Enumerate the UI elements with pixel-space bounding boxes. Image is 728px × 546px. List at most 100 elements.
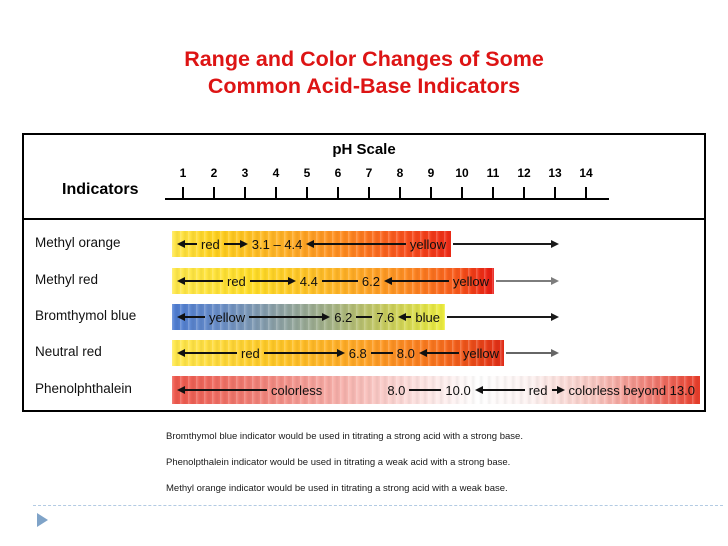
ph-tick-label: 9 bbox=[427, 166, 435, 180]
note-line: Phenolpthalein indicator would be used i… bbox=[166, 457, 511, 468]
bar-range-text: yellow bbox=[209, 309, 246, 325]
arrow-left-icon bbox=[177, 277, 223, 285]
bar-range-text: colorless beyond 13.0 bbox=[568, 382, 695, 398]
indicator-label: Methyl orange bbox=[35, 235, 121, 250]
arrow-left-icon bbox=[418, 349, 459, 357]
arrow-left-icon bbox=[177, 313, 205, 321]
arrow-line bbox=[370, 352, 393, 354]
ph-tick-mark bbox=[430, 187, 432, 199]
indicator-label: Bromthymol blue bbox=[35, 308, 137, 323]
arrow-left-icon bbox=[306, 240, 406, 248]
ph-tick-mark bbox=[492, 187, 494, 199]
ph-tick-mark bbox=[337, 187, 339, 199]
arrowhead-left-icon bbox=[306, 240, 315, 248]
arrowhead-right-icon bbox=[551, 277, 559, 285]
ph-tick-label: 6 bbox=[334, 166, 342, 180]
bar-range-text: colorless bbox=[271, 382, 323, 398]
note-line: Methyl orange indicator would be used in… bbox=[166, 483, 508, 494]
ph-tick-mark bbox=[399, 187, 401, 199]
arrow-line bbox=[223, 243, 240, 245]
arrowhead-left-icon bbox=[177, 277, 185, 285]
ph-tick-label: 7 bbox=[365, 166, 373, 180]
bar-range-text: yellow bbox=[462, 345, 499, 361]
arrowhead-right-icon bbox=[551, 313, 559, 321]
bar-range-text: 6.2 bbox=[334, 309, 353, 325]
arrow-line bbox=[406, 316, 412, 318]
arrowhead-right-icon bbox=[551, 240, 559, 248]
arrow-left-icon bbox=[474, 386, 525, 394]
arrow-left-icon bbox=[383, 277, 449, 285]
bar-range-text: yellow bbox=[452, 273, 489, 289]
arrow-line bbox=[391, 280, 449, 282]
ph-scale-line bbox=[165, 198, 609, 200]
indicator-label: Neutral red bbox=[35, 344, 102, 359]
range-line bbox=[409, 389, 442, 391]
arrow-left-icon bbox=[398, 313, 412, 321]
ph-tick-mark bbox=[244, 187, 246, 199]
arrow-left-icon bbox=[177, 386, 267, 394]
arrow-line bbox=[551, 389, 557, 391]
arrow-line bbox=[409, 389, 442, 391]
arrowhead-right-icon bbox=[239, 240, 248, 248]
arrowhead-right-icon bbox=[287, 277, 296, 285]
arrow-left-icon bbox=[177, 240, 197, 248]
page-title-line2: Common Acid-Base Indicators bbox=[207, 74, 521, 98]
indicator-bar: colorless 8.0 10.0 red colorless beyond 13.0 bbox=[172, 376, 700, 404]
ph-tick-mark bbox=[368, 187, 370, 199]
arrow-right-icon bbox=[223, 240, 248, 248]
ph-tick-mark bbox=[523, 187, 525, 199]
ph-tick-label: 2 bbox=[210, 166, 218, 180]
arrow-right-icon bbox=[249, 313, 331, 321]
indicator-label: Phenolphthalein bbox=[35, 381, 132, 396]
arrowhead-left-icon bbox=[177, 240, 185, 248]
bar-range-text: 6.2 bbox=[361, 273, 380, 289]
arrowhead-right-icon bbox=[336, 349, 345, 357]
arrowhead-right-icon bbox=[551, 349, 559, 357]
ph-tick-mark bbox=[554, 187, 556, 199]
arrow-line bbox=[356, 316, 373, 318]
bar-range-text: 4.4 bbox=[299, 273, 318, 289]
panel-divider bbox=[24, 218, 704, 220]
ph-tick-label: 5 bbox=[303, 166, 311, 180]
indicator-bar: yellow 6.2 7.6 blue bbox=[172, 304, 445, 330]
trailing-arrow-icon bbox=[447, 313, 559, 321]
ph-tick-mark bbox=[275, 187, 277, 199]
arrow-left-icon bbox=[177, 349, 237, 357]
page-title: Range and Color Changes of Some Common A… bbox=[0, 46, 728, 100]
arrow-line bbox=[447, 316, 551, 318]
arrow-line bbox=[185, 389, 267, 391]
ph-tick-mark bbox=[213, 187, 215, 199]
ph-tick-mark bbox=[182, 187, 184, 199]
ph-tick-label: 3 bbox=[241, 166, 249, 180]
arrowhead-left-icon bbox=[383, 277, 392, 285]
bar-range-text: yellow bbox=[409, 236, 446, 252]
ph-tick-mark bbox=[461, 187, 463, 199]
arrow-line bbox=[496, 280, 551, 282]
bar-range-text: 3.1 – 4.4 bbox=[251, 236, 303, 252]
arrowhead-left-icon bbox=[418, 349, 427, 357]
trailing-arrow-icon bbox=[496, 277, 559, 285]
range-line bbox=[356, 316, 373, 318]
arrow-line bbox=[314, 243, 406, 245]
bar-range-text: 8.0 bbox=[396, 345, 415, 361]
arrow-line bbox=[453, 243, 551, 245]
bar-range-text: 10.0 bbox=[445, 382, 471, 398]
range-line bbox=[321, 280, 358, 282]
bar-range-text: red bbox=[528, 382, 548, 398]
indicator-bar: red 3.1 – 4.4 yellow bbox=[172, 231, 451, 257]
slide-bullet-icon bbox=[37, 513, 48, 527]
trailing-arrow-icon bbox=[506, 349, 559, 357]
indicator-bar: red 6.8 8.0 yellow bbox=[172, 340, 504, 366]
arrow-line bbox=[249, 316, 323, 318]
arrow-line bbox=[263, 352, 337, 354]
footer-divider bbox=[33, 505, 723, 506]
arrow-right-icon bbox=[249, 277, 296, 285]
ph-tick-label: 14 bbox=[579, 166, 593, 180]
arrowhead-right-icon bbox=[556, 386, 565, 394]
arrowhead-left-icon bbox=[177, 386, 185, 394]
arrow-line bbox=[321, 280, 358, 282]
arrow-line bbox=[185, 280, 223, 282]
arrow-line bbox=[185, 316, 205, 318]
ph-tick-mark bbox=[306, 187, 308, 199]
